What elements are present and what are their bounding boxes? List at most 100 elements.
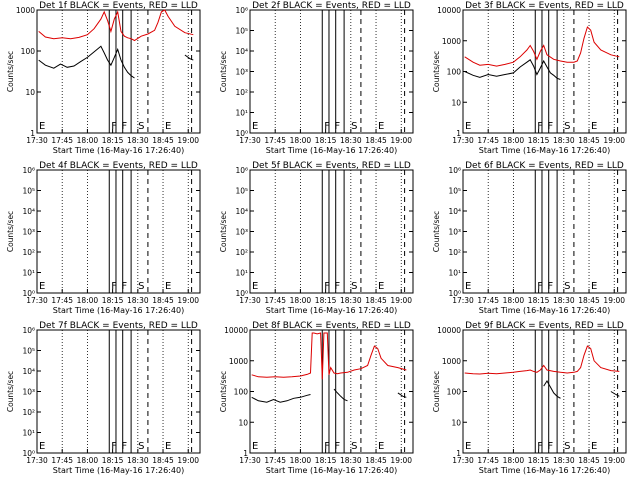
- marker-letter: F: [121, 441, 127, 452]
- y-tick-label: 10⁵: [448, 187, 461, 196]
- y-axis-label: Counts/sec: [6, 211, 15, 252]
- x-axis-label: Start Time (16-May-16 17:26:40): [479, 466, 610, 475]
- marker-letter: S: [351, 281, 357, 292]
- marker-letter: E: [378, 121, 384, 132]
- x-tick-label: 19:00: [177, 296, 199, 305]
- marker-letter: E: [252, 121, 258, 132]
- x-tick-label: 18:30: [127, 136, 149, 145]
- marker-letter: F: [324, 281, 330, 292]
- y-tick-label: 10⁴: [22, 207, 35, 216]
- plot-frame: [249, 169, 414, 294]
- y-tick-label: 10¹: [235, 269, 248, 278]
- panel-title: Det 1f BLACK = Events, RED = LLD: [39, 1, 198, 11]
- panel-title: Det 5f BLACK = Events, RED = LLD: [252, 161, 411, 171]
- x-tick-label: 17:30: [452, 136, 474, 145]
- marker-letter: F: [334, 441, 340, 452]
- x-tick-label: 18:00: [77, 456, 99, 465]
- series-lld: [464, 345, 620, 375]
- y-tick-label: 10⁰: [22, 289, 35, 298]
- x-tick-label: 19:00: [177, 136, 199, 145]
- y-tick-label: 10⁰: [22, 449, 35, 458]
- series-lld: [464, 26, 620, 67]
- x-axis-label: Start Time (16-May-16 17:26:40): [266, 146, 397, 155]
- x-tick-label: 18:00: [290, 296, 312, 305]
- x-tick-label: 18:15: [528, 136, 550, 145]
- marker-letter: E: [465, 121, 471, 132]
- marker-letter: S: [564, 121, 570, 132]
- y-tick-label: 10: [451, 98, 461, 107]
- x-tick-label: 19:00: [390, 456, 412, 465]
- y-tick-label: 1: [30, 129, 35, 138]
- y-axis-label: Counts/sec: [219, 51, 228, 92]
- x-axis-label: Start Time (16-May-16 17:26:40): [479, 306, 610, 315]
- panel-title: Det 3f BLACK = Events, RED = LLD: [465, 1, 624, 11]
- marker-letter: E: [165, 121, 171, 132]
- x-tick-label: 18:15: [102, 296, 124, 305]
- marker-letter: F: [324, 121, 330, 132]
- x-tick-label: 17:45: [264, 456, 286, 465]
- marker-letter: E: [252, 441, 258, 452]
- y-tick-label: 10¹: [22, 269, 35, 278]
- x-tick-label: 17:30: [239, 136, 261, 145]
- x-axis-label: Start Time (16-May-16 17:26:40): [266, 466, 397, 475]
- x-tick-label: 18:15: [102, 456, 124, 465]
- marker-letter: S: [564, 441, 570, 452]
- plot-frame: [249, 9, 414, 134]
- x-tick-label: 18:30: [340, 296, 362, 305]
- y-axis-label: Counts/sec: [432, 211, 441, 252]
- marker-letter: F: [111, 441, 117, 452]
- x-axis-label: Start Time (16-May-16 17:26:40): [53, 466, 184, 475]
- y-tick-label: 10⁵: [235, 187, 248, 196]
- series-lld: [38, 9, 194, 42]
- y-axis-label: Counts/sec: [432, 371, 441, 412]
- x-tick-label: 18:15: [528, 296, 550, 305]
- series-events: [251, 388, 407, 403]
- x-tick-label: 19:00: [603, 456, 625, 465]
- y-tick-label: 10²: [448, 248, 461, 257]
- x-tick-label: 18:30: [340, 136, 362, 145]
- y-tick-label: 100: [234, 388, 249, 397]
- y-tick-label: 10⁴: [235, 207, 248, 216]
- marker-letter: E: [39, 121, 45, 132]
- y-tick-label: 10⁵: [235, 27, 248, 36]
- y-tick-label: 1000: [442, 357, 461, 366]
- x-tick-label: 18:30: [553, 296, 575, 305]
- marker-letter: E: [591, 441, 597, 452]
- y-axis-label: Counts/sec: [219, 371, 228, 412]
- x-tick-label: 18:45: [365, 456, 387, 465]
- x-tick-label: 18:45: [152, 296, 174, 305]
- y-tick-label: 10: [25, 88, 35, 97]
- marker-letter: S: [564, 281, 570, 292]
- y-tick-label: 10³: [22, 388, 35, 397]
- x-tick-label: 19:00: [603, 296, 625, 305]
- series-events: [464, 59, 561, 80]
- marker-letter: F: [537, 121, 543, 132]
- marker-letter: F: [537, 441, 543, 452]
- y-tick-label: 10⁰: [448, 289, 461, 298]
- plot-frame: [36, 9, 201, 134]
- marker-letter: E: [39, 441, 45, 452]
- x-tick-label: 18:15: [528, 456, 550, 465]
- marker-letter: E: [378, 281, 384, 292]
- x-tick-label: 17:30: [239, 296, 261, 305]
- x-tick-label: 18:30: [553, 456, 575, 465]
- y-tick-label: 1: [456, 449, 461, 458]
- y-tick-label: 100: [447, 388, 462, 397]
- y-tick-label: 10⁶: [22, 326, 35, 335]
- y-tick-label: 1000: [229, 357, 248, 366]
- x-tick-label: 19:00: [603, 136, 625, 145]
- marker-letter: F: [547, 281, 553, 292]
- x-tick-label: 18:45: [578, 296, 600, 305]
- panel-title: Det 7f BLACK = Events, RED = LLD: [39, 321, 198, 331]
- marker-letter: F: [537, 281, 543, 292]
- y-tick-label: 10²: [22, 248, 35, 257]
- plot-frame: [249, 329, 414, 454]
- x-tick-label: 17:45: [51, 136, 73, 145]
- x-tick-label: 18:00: [503, 136, 525, 145]
- x-tick-label: 18:15: [315, 296, 337, 305]
